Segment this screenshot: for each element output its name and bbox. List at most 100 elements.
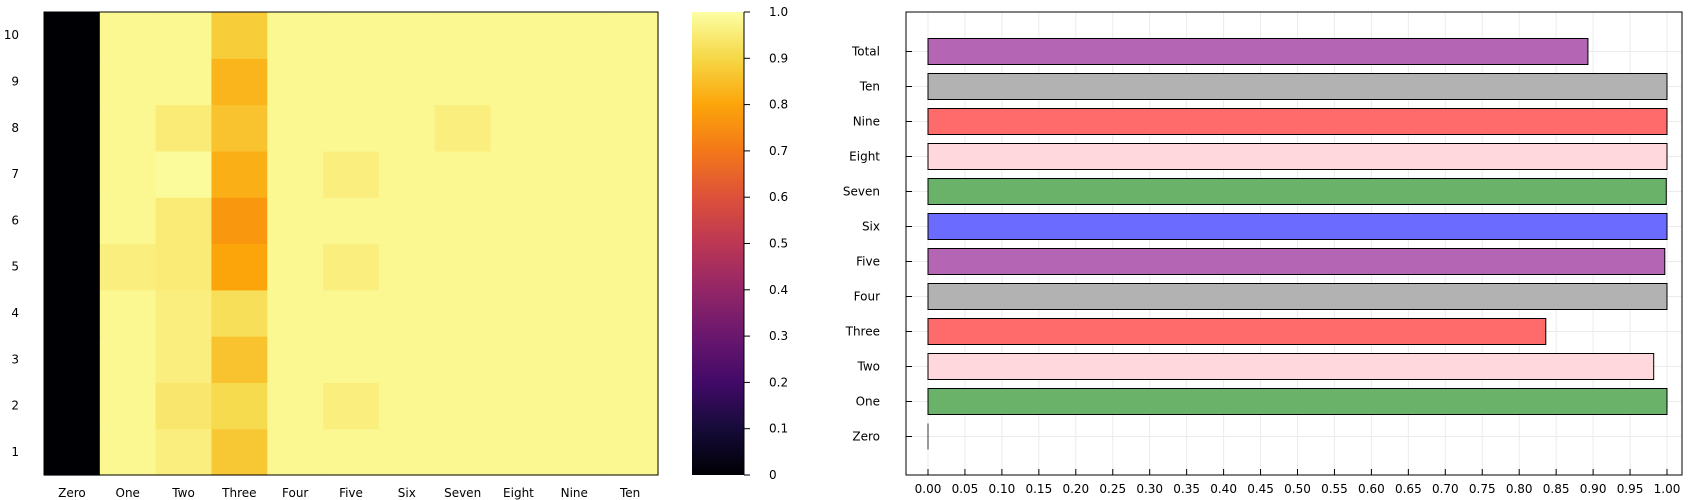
heatmap-cell [155, 58, 213, 106]
heatmap-cell [99, 428, 157, 476]
heatmap-cell [434, 289, 492, 337]
heatmap-cell [602, 12, 659, 59]
heatmap-cell [378, 58, 436, 106]
heatmap-cell [99, 12, 157, 59]
heatmap-cell [44, 58, 101, 106]
heatmap-cell [378, 150, 436, 198]
heatmap-cell [211, 428, 268, 476]
heatmap-cell [546, 382, 603, 430]
heatmap-cell [490, 382, 547, 430]
heatmap-cell [211, 104, 268, 152]
heatmap-cell [267, 428, 324, 476]
heatmap-cell [323, 150, 380, 198]
heatmap-cell [434, 428, 492, 476]
heatmap-cell [155, 104, 213, 152]
heatmap-cell [602, 197, 659, 245]
bar [927, 143, 1668, 170]
heatmap-cell [267, 104, 324, 152]
heatmap-cell [490, 289, 547, 337]
heatmap-cell [267, 382, 324, 430]
heatmap-cell [44, 336, 101, 383]
heatmap-cell [323, 197, 380, 245]
bar-y-tick-label: Nine [853, 115, 880, 129]
colorbar-tick-label: 0.9 [769, 51, 788, 65]
colorbar-tick-label: 0.4 [769, 283, 788, 297]
bar-x-tick-label: 0.25 [1099, 482, 1126, 496]
heatmap-cell [434, 336, 492, 383]
heatmap-y-tick-label: 6 [11, 213, 19, 227]
heatmap-cell [44, 243, 101, 291]
heatmap-cell [546, 58, 603, 106]
heatmap-cell [155, 382, 213, 430]
bar-x-tick-label: 0.60 [1358, 482, 1385, 496]
heatmap-x-tick-label: Nine [561, 486, 588, 500]
heatmap-cell [602, 243, 659, 291]
bar [927, 108, 1668, 135]
heatmap-cell [155, 289, 213, 337]
bar [927, 178, 1667, 205]
heatmap-cell [267, 289, 324, 337]
heatmap-cell [546, 289, 603, 337]
bar-x-tick-label: 0.80 [1506, 482, 1533, 496]
heatmap-cell [155, 12, 213, 59]
heatmap-cell [44, 150, 101, 198]
colorbar-tick-label: 0.7 [769, 144, 788, 158]
heatmap-cell [490, 104, 547, 152]
heatmap-cell [602, 150, 659, 198]
bar [927, 318, 1547, 345]
bar-x-tick-label: 0.00 [915, 482, 942, 496]
heatmap-cell [602, 104, 659, 152]
heatmap-cell [434, 197, 492, 245]
heatmap-cell [267, 12, 324, 59]
heatmap-y-tick-label: 8 [11, 121, 19, 135]
heatmap-cell [490, 58, 547, 106]
heatmap-cell [323, 243, 380, 291]
heatmap-cell [99, 150, 157, 198]
bar [927, 73, 1668, 100]
heatmap-cell [434, 12, 492, 59]
heatmap-cell [378, 336, 436, 383]
bar-x-tick-label: 0.30 [1136, 482, 1163, 496]
bar-x-tick-label: 0.55 [1321, 482, 1348, 496]
colorbar-tick-label: 0.2 [769, 375, 788, 389]
heatmap-cell [99, 382, 157, 430]
heatmap-y-tick-label: 2 [11, 399, 19, 413]
bar [927, 283, 1668, 310]
heatmap-cell [490, 336, 547, 383]
heatmap-cell [602, 382, 659, 430]
heatmap-cell [378, 12, 436, 59]
bar-x-tick-label: 0.65 [1395, 482, 1422, 496]
bar-x-tick-label: 0.35 [1173, 482, 1200, 496]
heatmap-cell [546, 243, 603, 291]
heatmap-cell [546, 197, 603, 245]
heatmap-cell [378, 243, 436, 291]
bar-frame [905, 11, 1683, 476]
heatmap-cell [44, 428, 101, 476]
heatmap-x-tick-label: Two [171, 486, 195, 500]
colorbar-gradient [692, 12, 744, 475]
heatmap-cell [323, 12, 380, 59]
heatmap-cell [323, 104, 380, 152]
heatmap-cell [211, 150, 268, 198]
heatmap-cell [99, 197, 157, 245]
bar-x-tick-label: 0.05 [952, 482, 979, 496]
bar-y-tick-label: Five [856, 255, 880, 269]
heatmap-cell [378, 289, 436, 337]
heatmap-cell [211, 243, 268, 291]
heatmap-cell [434, 58, 492, 106]
bar-x-tick-label: 0.70 [1432, 482, 1459, 496]
heatmap-cell [211, 197, 268, 245]
heatmap-cell [99, 289, 157, 337]
heatmap-cell [546, 104, 603, 152]
heatmap-cell [602, 428, 659, 476]
heatmap-cell [378, 197, 436, 245]
heatmap-cell [44, 104, 101, 152]
heatmap-cell [155, 197, 213, 245]
heatmap-x-tick-label: Zero [58, 486, 86, 500]
heatmap-cell [155, 243, 213, 291]
bar [927, 38, 1589, 65]
heatmap-x-tick-label: Seven [444, 486, 481, 500]
heatmap-cell [490, 428, 547, 476]
heatmap-cell [323, 289, 380, 337]
heatmap-cell [546, 12, 603, 59]
